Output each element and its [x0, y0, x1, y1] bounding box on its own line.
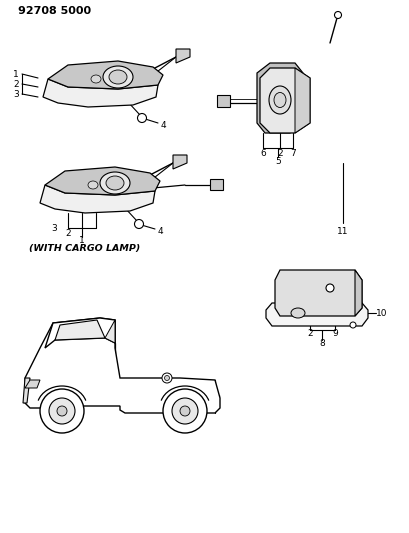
Ellipse shape [100, 172, 130, 194]
Ellipse shape [273, 93, 285, 108]
Ellipse shape [91, 75, 101, 83]
Text: 2: 2 [65, 229, 71, 238]
Circle shape [57, 406, 67, 416]
Text: 11: 11 [337, 227, 348, 236]
Circle shape [137, 114, 146, 123]
Circle shape [349, 322, 355, 328]
Text: 3: 3 [51, 223, 57, 232]
Polygon shape [216, 95, 229, 107]
Text: 2: 2 [13, 79, 19, 88]
Circle shape [180, 406, 189, 416]
Circle shape [162, 373, 172, 383]
Text: 4: 4 [160, 120, 165, 130]
Text: 1: 1 [79, 236, 85, 245]
Polygon shape [259, 68, 309, 133]
Text: 9: 9 [331, 329, 337, 338]
Text: (WITH CARGO LAMP): (WITH CARGO LAMP) [29, 244, 140, 253]
Polygon shape [265, 303, 367, 326]
Polygon shape [43, 79, 157, 107]
Polygon shape [294, 68, 309, 133]
Circle shape [172, 398, 198, 424]
Ellipse shape [106, 176, 124, 190]
Circle shape [325, 284, 333, 292]
Ellipse shape [268, 86, 290, 114]
Circle shape [164, 376, 169, 381]
Polygon shape [23, 378, 30, 403]
Text: 92708 5000: 92708 5000 [18, 6, 91, 16]
Text: 6: 6 [259, 149, 265, 157]
Text: 5: 5 [274, 157, 280, 166]
Text: 1: 1 [13, 69, 19, 78]
Text: 2: 2 [306, 329, 312, 338]
Polygon shape [175, 49, 189, 63]
Text: 3: 3 [13, 90, 19, 99]
Text: 10: 10 [375, 309, 387, 318]
Circle shape [134, 220, 143, 229]
Polygon shape [105, 320, 115, 343]
Text: 2: 2 [276, 149, 282, 157]
Polygon shape [173, 155, 187, 169]
Polygon shape [209, 179, 222, 190]
Text: 8: 8 [318, 340, 324, 349]
Text: 7: 7 [290, 149, 295, 157]
Polygon shape [25, 380, 40, 388]
Ellipse shape [103, 66, 133, 88]
Polygon shape [45, 167, 160, 195]
Ellipse shape [109, 70, 127, 84]
Circle shape [40, 389, 84, 433]
Ellipse shape [88, 181, 98, 189]
Polygon shape [256, 63, 302, 133]
Polygon shape [55, 320, 105, 340]
Circle shape [163, 389, 207, 433]
Circle shape [49, 398, 75, 424]
Circle shape [334, 12, 341, 19]
Polygon shape [45, 318, 115, 348]
Polygon shape [354, 270, 361, 316]
Text: 4: 4 [157, 227, 162, 236]
Ellipse shape [290, 308, 304, 318]
Polygon shape [40, 185, 155, 213]
Polygon shape [274, 270, 361, 316]
Polygon shape [25, 318, 220, 413]
Polygon shape [48, 61, 163, 89]
